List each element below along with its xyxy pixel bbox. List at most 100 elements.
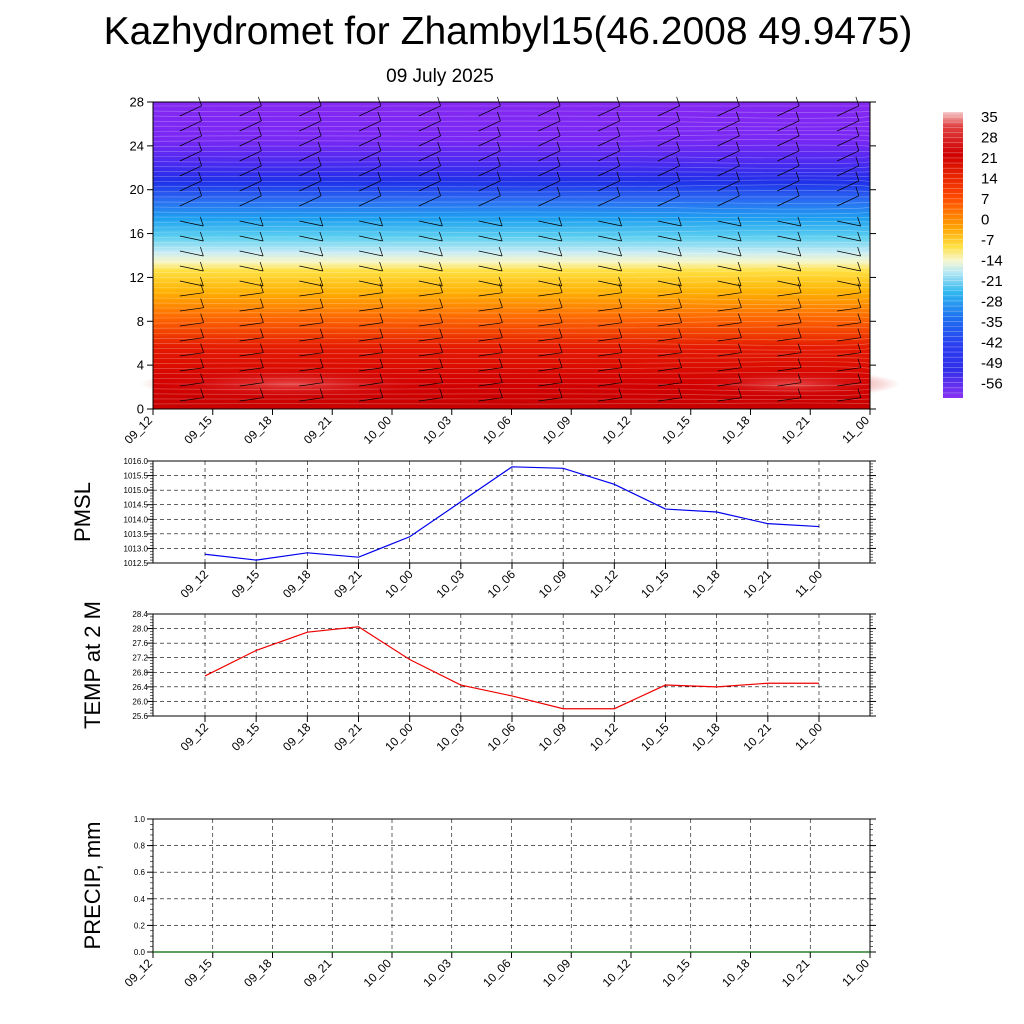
contour-line: [152, 383, 871, 386]
x-tick-label: 10_18: [689, 720, 723, 754]
wind-barb: [597, 120, 621, 132]
wind-barb: [299, 180, 322, 192]
wind-barb-flag: [379, 313, 384, 323]
wind-barb-flag: [558, 261, 563, 272]
wind-barb: [478, 307, 503, 312]
wind-barb-flag: [258, 111, 262, 121]
wind-barb-flag: [857, 246, 861, 257]
wind-barb: [478, 220, 503, 227]
wind-barb: [418, 135, 441, 147]
wind-barb: [299, 135, 322, 147]
wind-barb-flag: [678, 283, 682, 293]
wind-barb: [179, 367, 204, 372]
x-tick-label: 09_21: [301, 956, 335, 990]
wind-barb: [598, 367, 622, 372]
wind-barb-flag: [857, 388, 862, 398]
wind-barb-flag: [797, 276, 802, 287]
wind-barb: [478, 250, 503, 257]
wind-barb: [657, 195, 680, 207]
x-tick-label: 10_18: [719, 956, 753, 990]
y-tick-label: 20: [130, 182, 144, 197]
wind-barb-flag: [497, 156, 501, 166]
wind-barb: [598, 292, 622, 297]
x-tick-label: 10_21: [779, 413, 813, 447]
wind-barb: [358, 135, 382, 147]
wind-barb: [179, 105, 202, 117]
wind-barb: [299, 382, 324, 387]
wind-barb: [299, 120, 322, 132]
wind-barb: [478, 367, 503, 372]
wind-barb: [777, 235, 801, 242]
wind-barb-flag: [260, 298, 264, 308]
x-tick-label: 10_06: [480, 413, 514, 447]
colorbar-label: 0: [981, 212, 989, 229]
wind-barb-flag: [736, 186, 740, 196]
chart-title: Kazhydromet for Zhambyl15(46.2008 49.947…: [103, 10, 913, 53]
wind-barb-flag: [618, 216, 622, 227]
contour-line: [152, 125, 871, 128]
wind-barb: [538, 337, 563, 342]
wind-barb: [777, 180, 800, 192]
wind-barb: [717, 382, 742, 387]
x-tick-label: 10_12: [600, 956, 634, 990]
colorbar-label: 7: [981, 191, 989, 208]
colorbar-label: 21: [981, 150, 998, 167]
y-tick-label: 0.8: [134, 842, 146, 851]
x-tick-label: 11_00: [839, 413, 872, 446]
wind-barb-flag: [797, 246, 802, 257]
wind-barb-flag: [857, 298, 862, 308]
wind-barb-flag: [618, 246, 622, 257]
wind-barb: [239, 180, 262, 192]
wind-barb: [239, 265, 264, 272]
wind-barb: [837, 337, 861, 342]
wind-barb-flag: [317, 156, 322, 166]
x-tick-label: 10_06: [480, 956, 514, 990]
wind-barb-flag: [439, 261, 443, 272]
wind-barb-flag: [439, 246, 443, 257]
wind-barb: [538, 292, 563, 297]
wind-barb-flag: [437, 126, 441, 136]
wind-barb-flag: [678, 328, 682, 338]
x-tick-label: 10_21: [740, 567, 774, 601]
wind-barb-flag: [797, 358, 802, 368]
wind-barb: [418, 220, 443, 227]
wind-barb-flag: [738, 388, 742, 398]
y-tick-label: 1013.0: [124, 544, 149, 553]
y-tick-label: 0.6: [134, 868, 146, 877]
wind-barb-flag: [319, 358, 324, 368]
x-tick-label: 10_12: [587, 567, 621, 601]
wind-barb-flag: [317, 96, 322, 106]
wind-barb-flag: [498, 246, 503, 257]
wind-barb-flag: [678, 261, 682, 272]
wind-barb-flag: [258, 156, 262, 166]
colorbar-label: 28: [981, 130, 998, 147]
wind-barb-flag: [379, 216, 383, 227]
wind-barb: [657, 180, 680, 192]
contour-line: [152, 320, 871, 324]
wind-barb-flag: [439, 373, 443, 383]
wind-barb: [179, 307, 204, 312]
wind-barb: [717, 105, 740, 117]
wind-barb: [239, 280, 264, 287]
wind-barb: [299, 265, 323, 272]
chart-subtitle: 09 July 2025: [386, 66, 494, 87]
wind-barb-flag: [499, 298, 503, 308]
wind-barb: [598, 322, 622, 327]
wind-barb-flag: [737, 231, 742, 242]
wind-barb-flag: [498, 231, 503, 242]
wind-barb: [657, 367, 682, 372]
y-tick-label: 1015.0: [124, 486, 149, 495]
contour-line: [152, 115, 871, 119]
wind-barb: [418, 195, 441, 207]
wind-barb-flag: [200, 298, 204, 308]
wind-barb: [777, 292, 802, 297]
wind-barb-flag: [676, 171, 680, 181]
contour-line: [152, 257, 871, 260]
wind-barb-flag: [678, 388, 682, 398]
contour-line: [152, 342, 871, 346]
wind-barb: [657, 235, 682, 242]
wind-barb: [179, 220, 204, 227]
wind-barb: [179, 280, 204, 287]
wind-barb-flag: [737, 276, 742, 287]
wind-barb-flag: [379, 283, 384, 293]
